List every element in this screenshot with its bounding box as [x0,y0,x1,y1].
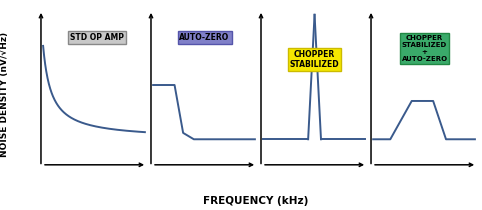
Text: NOISE DENSITY (nV/√Hz): NOISE DENSITY (nV/√Hz) [0,32,9,157]
Text: CHOPPER
STABILIZED: CHOPPER STABILIZED [290,50,339,69]
Text: STD OP AMP: STD OP AMP [70,33,124,42]
Text: AUTO-ZERO: AUTO-ZERO [179,33,230,42]
Text: FREQUENCY (kHz): FREQUENCY (kHz) [203,196,308,206]
Text: CHOPPER
STABILIZED
+
AUTO-ZERO: CHOPPER STABILIZED + AUTO-ZERO [402,35,448,62]
